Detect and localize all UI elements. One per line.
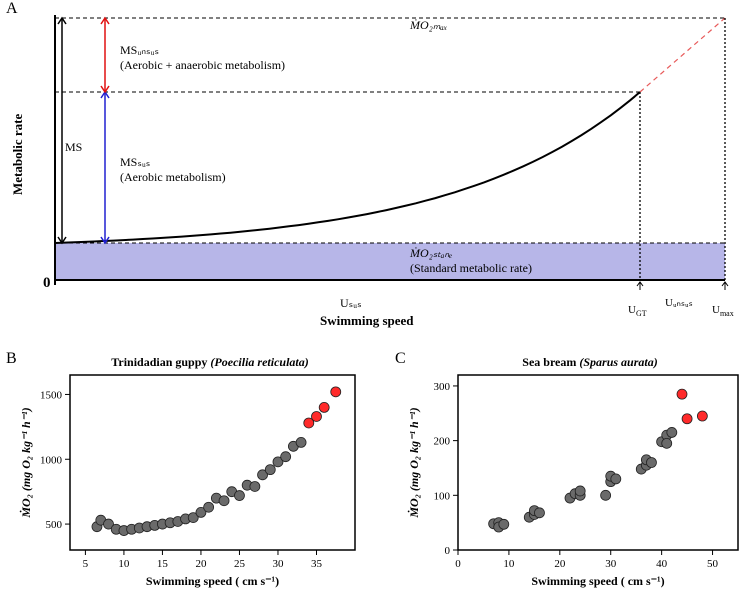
anno-ugt: UGT [628, 304, 647, 318]
svg-text:25: 25 [234, 558, 246, 570]
svg-text:0: 0 [455, 558, 461, 570]
svg-text:35: 35 [311, 558, 323, 570]
svg-text:Swimming speed ( cm s⁻¹): Swimming speed ( cm s⁻¹) [146, 574, 279, 588]
svg-text:50: 50 [707, 558, 719, 570]
svg-text:1500: 1500 [40, 389, 63, 401]
panel-b-chart: 5 10 15 20 25 30 35 500 1000 1500 Swimming speed (… [0, 355, 370, 595]
anno-mo2stand: ṀO₂ₛₜₐₙₑ (Standard metabolic rate) [410, 246, 532, 276]
anno-uunsus: Uᵤₙₛᵤₛ [665, 296, 693, 309]
panel-a-chart [0, 0, 756, 320]
svg-text:300: 300 [434, 381, 451, 393]
svg-text:15: 15 [157, 558, 169, 570]
panel-a-xlabel: Swimming speed [320, 313, 414, 329]
svg-text:200: 200 [434, 436, 451, 448]
anno-mssus: MSₛᵤₛ (Aerobic metabolism) [120, 155, 226, 185]
anno-umax: Umax [712, 304, 734, 318]
svg-text:1000: 1000 [40, 454, 63, 466]
svg-text:5: 5 [83, 558, 89, 570]
anno-usus: Uₛᵤₛ [340, 296, 362, 311]
svg-text:10: 10 [503, 558, 514, 570]
svg-text:20: 20 [195, 558, 207, 570]
svg-text:100: 100 [434, 490, 451, 502]
svg-text:ṀO₂ (mg O₂ kg⁻¹ h⁻¹): ṀO₂ (mg O₂ kg⁻¹ h⁻¹) [19, 407, 33, 518]
svg-text:ṀO₂ (mg O₂ kg⁻¹ h⁻¹): ṀO₂ (mg O₂ kg⁻¹ h⁻¹) [407, 407, 421, 518]
svg-text:0: 0 [445, 545, 451, 557]
svg-text:30: 30 [272, 558, 284, 570]
svg-text:10: 10 [118, 558, 130, 570]
anno-msunsus: MSᵤₙₛᵤₛ (Aerobic + anaerobic metabolism) [120, 43, 285, 73]
panel-c-chart: 0 10 20 30 40 50 0 100 200 300 Swimming speed ( cm… [388, 355, 756, 595]
anno-zero: 0 [43, 275, 51, 292]
svg-text:30: 30 [605, 558, 617, 570]
anno-mo2max: ṀO₂ₘₐₓ [410, 18, 447, 33]
svg-text:500: 500 [46, 519, 63, 531]
svg-text:20: 20 [554, 558, 566, 570]
anno-ms: MS [65, 140, 82, 155]
svg-text:40: 40 [656, 558, 668, 570]
panel-a-ylabel: Metabolic rate [10, 114, 26, 195]
svg-text:Swimming speed ( cm s⁻¹): Swimming speed ( cm s⁻¹) [531, 574, 664, 588]
